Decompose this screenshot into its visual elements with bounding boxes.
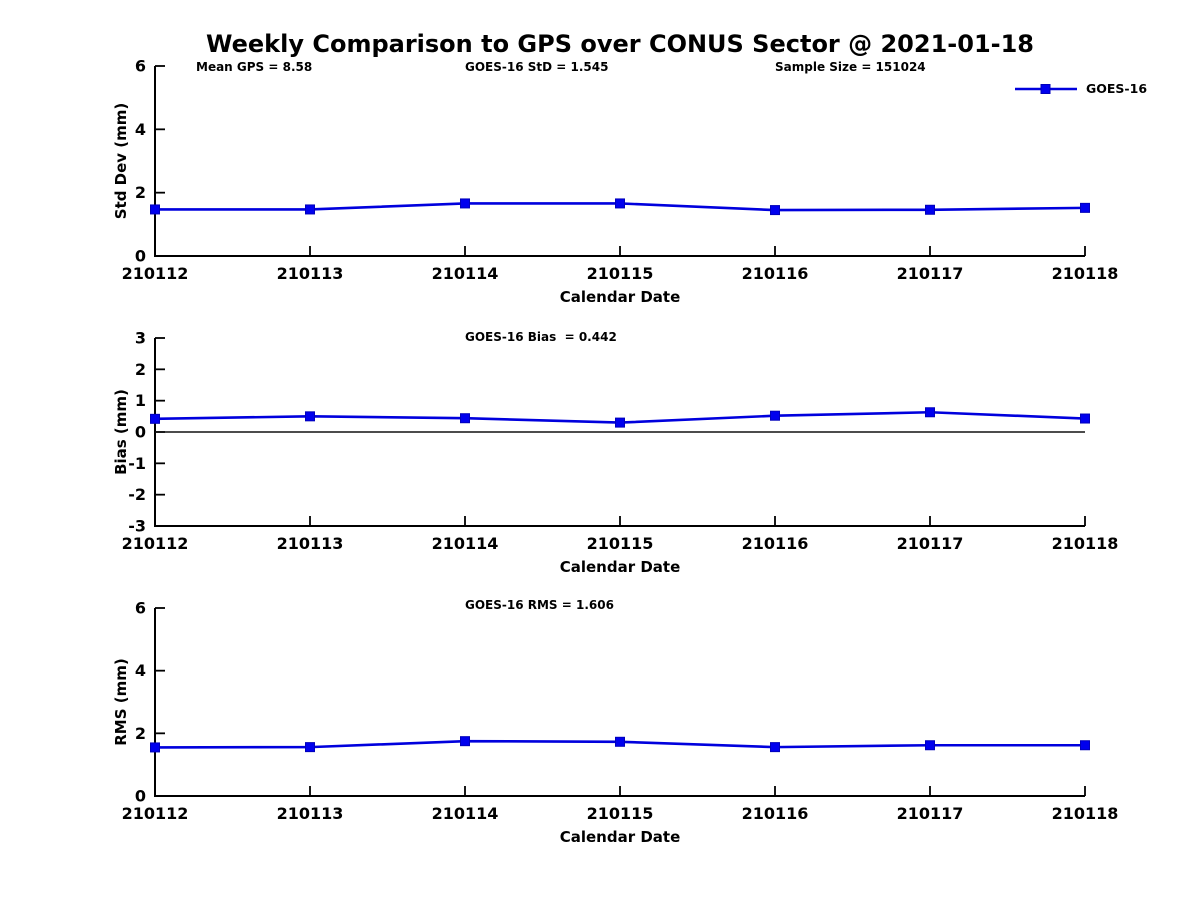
svg-text:210117: 210117	[897, 264, 964, 283]
annotation-sample-size: Sample Size = 151024	[775, 60, 926, 74]
svg-text:210112: 210112	[122, 534, 189, 553]
x-axis-label-calendar-date-3: Calendar Date	[559, 828, 681, 846]
svg-text:210116: 210116	[742, 264, 809, 283]
svg-text:0: 0	[135, 423, 146, 442]
svg-text:210114: 210114	[432, 264, 499, 283]
svg-text:210112: 210112	[122, 264, 189, 283]
x-axis-label-calendar-date-1: Calendar Date	[559, 288, 681, 306]
svg-text:3: 3	[135, 329, 146, 348]
svg-text:210116: 210116	[742, 534, 809, 553]
svg-text:210118: 210118	[1052, 534, 1119, 553]
legend: GOES-16	[1015, 81, 1147, 96]
svg-text:210115: 210115	[587, 534, 654, 553]
annotation-mean-gps: Mean GPS = 8.58	[196, 60, 313, 74]
svg-text:-2: -2	[128, 485, 146, 504]
svg-text:1: 1	[135, 391, 146, 410]
svg-text:6: 6	[135, 599, 146, 618]
svg-text:2: 2	[135, 724, 146, 743]
figure-title: Weekly Comparison to GPS over CONUS Sect…	[205, 30, 1034, 58]
svg-text:210113: 210113	[277, 534, 344, 553]
svg-text:210116: 210116	[742, 804, 809, 823]
svg-text:210113: 210113	[277, 804, 344, 823]
annotation-goes16-rms: GOES-16 RMS = 1.606	[465, 598, 614, 612]
svg-text:2: 2	[135, 183, 146, 202]
annotation-goes16-std: GOES-16 StD = 1.545	[465, 60, 609, 74]
svg-text:210114: 210114	[432, 804, 499, 823]
svg-text:-3: -3	[128, 517, 146, 536]
svg-text:210117: 210117	[897, 534, 964, 553]
svg-text:210113: 210113	[277, 264, 344, 283]
annotation-goes16-bias: GOES-16 Bias = 0.442	[465, 330, 617, 344]
svg-text:0: 0	[135, 247, 146, 266]
svg-text:210117: 210117	[897, 804, 964, 823]
svg-text:210118: 210118	[1052, 264, 1119, 283]
subplot-bias: -3 -2 -1 0 1 2 3 210112 210113 210114 210115 210116…	[122, 329, 1119, 554]
svg-text:210112: 210112	[122, 804, 189, 823]
subplot-rms: 0 2 4 6 210112 210113 210114 210115 210116 210117…	[122, 599, 1119, 824]
svg-text:2: 2	[135, 360, 146, 379]
svg-text:0: 0	[135, 787, 146, 806]
legend-line-marker-icon	[1015, 83, 1077, 94]
svg-text:-1: -1	[128, 454, 146, 473]
x-axis-label-calendar-date-2: Calendar Date	[559, 558, 681, 576]
svg-text:210115: 210115	[587, 264, 654, 283]
svg-text:210118: 210118	[1052, 804, 1119, 823]
svg-text:210114: 210114	[432, 534, 499, 553]
svg-text:4: 4	[135, 661, 146, 680]
svg-text:4: 4	[135, 120, 146, 139]
subplot-std-dev: 0 2 4 6 210112 210113 210114 210115 210116 210117…	[122, 57, 1119, 284]
svg-text:210115: 210115	[587, 804, 654, 823]
legend-label: GOES-16	[1086, 81, 1148, 96]
svg-text:6: 6	[135, 57, 146, 76]
